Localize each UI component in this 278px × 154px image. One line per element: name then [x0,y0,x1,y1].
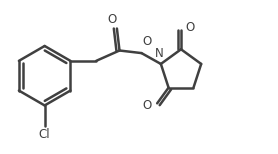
Text: Cl: Cl [39,128,50,141]
Text: N: N [155,47,164,60]
Text: O: O [185,21,194,34]
Text: O: O [143,99,152,112]
Text: O: O [143,35,152,49]
Text: O: O [108,13,117,26]
